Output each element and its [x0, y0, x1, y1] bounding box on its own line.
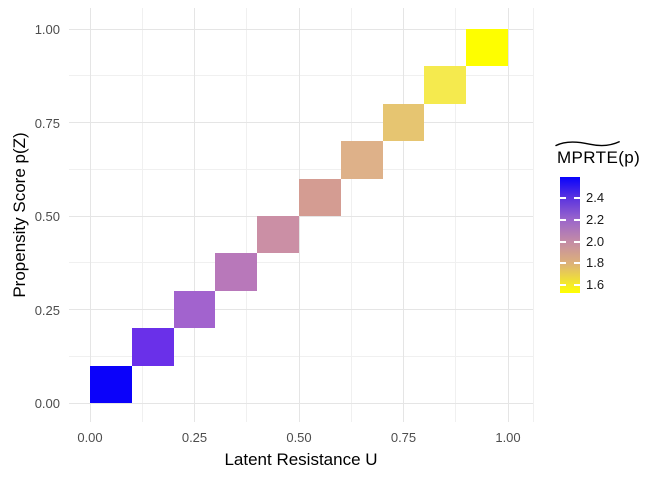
- y-tick-label: 0.75: [34, 115, 60, 131]
- gridline-y-major: [69, 402, 533, 404]
- gridline-x-minor: [141, 8, 143, 422]
- x-tick-label: 0.00: [77, 430, 103, 445]
- legend-tick-label: 2.0: [586, 233, 605, 249]
- gridline-panel-right-edge: [532, 8, 534, 422]
- y-tick-label: 0.00: [34, 396, 60, 411]
- legend-tick-mark: [560, 218, 566, 221]
- gridline-y-minor: [69, 262, 533, 264]
- gridline-x-minor: [455, 8, 457, 422]
- heatmap-tile: [173, 290, 216, 329]
- legend-tick-mark: [560, 196, 566, 199]
- gridline-y-major: [69, 215, 533, 217]
- legend-tick-mark: [574, 218, 580, 221]
- gridline-x-minor: [350, 8, 352, 422]
- gridline-y-major: [69, 309, 533, 310]
- gridline-y-minor: [69, 355, 533, 357]
- gridline-x-major: [403, 8, 404, 422]
- y-tick-label: 0.50: [34, 209, 60, 224]
- x-tick-label: 1.00: [495, 430, 521, 445]
- gridline-y-major: [69, 28, 533, 30]
- heatmap-tile: [90, 365, 132, 403]
- x-tick-label: 0.75: [390, 430, 417, 445]
- legend-tick-label: 1.8: [586, 255, 605, 271]
- legend-title-widetilde-group: MPRTE: [555, 141, 620, 168]
- x-tick-label: 0.25: [181, 430, 208, 445]
- heatmap-tile: [299, 178, 341, 216]
- legend-tick-mark: [560, 262, 566, 265]
- heatmap-tile: [215, 253, 258, 291]
- gridline-y-minor: [69, 168, 533, 170]
- legend-tick-mark: [560, 240, 566, 243]
- x-axis-title: Latent Resistance U: [224, 450, 378, 469]
- y-tick-label: 0.25: [34, 302, 60, 318]
- gridline-x-major: [507, 8, 509, 422]
- gridline-x-major: [194, 8, 195, 422]
- x-tick-label: 0.50: [286, 430, 312, 445]
- gridline-x-major: [89, 8, 91, 422]
- widetilde-icon: [555, 141, 620, 147]
- gridline-y-minor: [69, 75, 533, 77]
- legend-tick-label: 2.4: [586, 189, 605, 205]
- heatmap-tile: [340, 141, 383, 179]
- legend-tick-mark: [560, 284, 566, 287]
- gridline-x-minor: [246, 8, 248, 422]
- legend-title-main: MPRTE: [557, 148, 619, 167]
- legend-tick-mark: [574, 240, 580, 243]
- heatmap-tile: [382, 103, 425, 142]
- heatmap-tile: [257, 216, 299, 254]
- heatmap-tile: [466, 29, 508, 67]
- legend-title-suffix: (p): [618, 148, 641, 167]
- y-tick-label: 1.00: [34, 22, 60, 37]
- heatmap-tile: [424, 66, 467, 104]
- heatmap-tile: [131, 328, 174, 366]
- gridline-y-major: [69, 122, 533, 123]
- legend-colorbar: [560, 177, 580, 293]
- legend-title: MPRTE(p): [555, 141, 641, 168]
- legend-tick-label: 1.6: [586, 277, 605, 293]
- legend-tick-label: 2.2: [586, 211, 605, 227]
- legend-tick-mark: [574, 284, 580, 287]
- legend-tick-mark: [574, 262, 580, 265]
- legend-tick-mark: [574, 196, 580, 199]
